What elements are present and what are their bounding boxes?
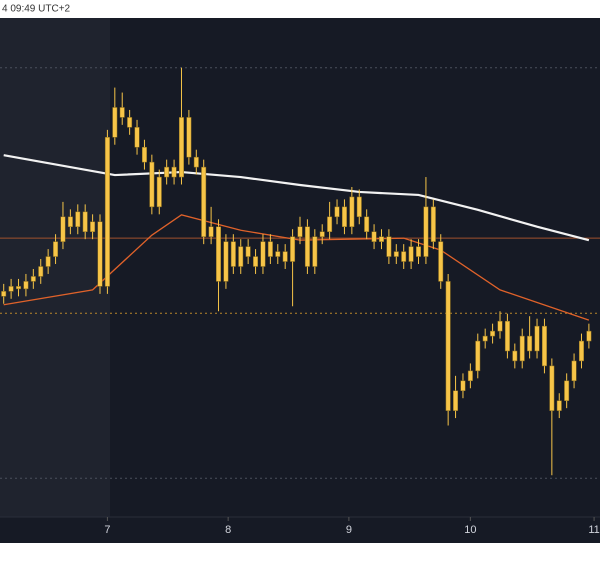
candle-body: [541, 325, 547, 367]
candle-body: [245, 246, 251, 257]
candle-body: [16, 286, 21, 290]
candle-body: [438, 241, 444, 282]
candle-body: [90, 221, 96, 232]
candle-body: [8, 286, 14, 292]
candle-body: [467, 370, 473, 382]
x-tick-label: 11: [588, 524, 599, 536]
candle-body: [445, 281, 451, 411]
candle-body: [386, 236, 392, 257]
candle-body: [430, 206, 436, 242]
candle-body: [408, 246, 414, 262]
header-bar: [0, 0, 600, 18]
candle-body: [1, 291, 7, 297]
candle-body: [519, 335, 525, 362]
candle-body: [104, 137, 110, 287]
candle-body: [75, 211, 81, 227]
candle-body: [319, 231, 325, 237]
candle-body: [579, 340, 584, 362]
candle-body: [364, 216, 370, 232]
candle-body: [164, 166, 170, 178]
candle-body: [297, 226, 303, 237]
candle-body: [586, 330, 592, 342]
candle-body: [127, 117, 133, 128]
candle-body: [171, 166, 177, 178]
candle-body: [341, 206, 347, 227]
candle-body: [216, 226, 221, 282]
candle-body: [571, 360, 577, 382]
candle-body: [512, 350, 518, 362]
candle-body: [275, 251, 281, 257]
candle-body: [23, 281, 29, 290]
candle-body: [304, 226, 310, 267]
candle-body: [223, 241, 229, 282]
candle-body: [482, 335, 488, 342]
header-text: 4 09:49 UTC+2: [2, 4, 71, 15]
candle-body: [60, 216, 66, 242]
candle-body: [327, 216, 333, 232]
candle-body: [230, 241, 236, 267]
candle-body: [416, 246, 421, 257]
candle-body: [97, 221, 103, 287]
candle-body: [45, 256, 51, 267]
candle-body: [112, 107, 118, 138]
candle-body: [423, 206, 429, 257]
candle-body: [497, 320, 503, 332]
candle-body: [208, 226, 214, 237]
candle-body: [504, 320, 510, 352]
candle-body: [193, 156, 199, 168]
candle-body: [453, 390, 459, 411]
candle-body: [253, 256, 259, 267]
session-shade: [0, 18, 110, 517]
candle-body: [460, 380, 466, 391]
candle-body: [290, 236, 296, 262]
candle-body: [349, 196, 355, 227]
candle-body: [379, 236, 384, 242]
candle-body: [38, 266, 44, 277]
candle-body: [334, 206, 340, 218]
candle-body: [475, 340, 481, 372]
x-tick-label: 7: [104, 524, 110, 536]
candle-body: [282, 251, 288, 262]
candle-body: [53, 241, 59, 257]
candle-body: [119, 107, 125, 118]
candle-body: [186, 117, 192, 158]
candle-body: [30, 276, 36, 282]
candle-body: [67, 216, 73, 227]
candle-body: [141, 146, 147, 163]
candle-body: [401, 251, 407, 262]
candle-body: [534, 325, 540, 352]
candle-body: [393, 251, 399, 257]
candle-body: [134, 127, 140, 148]
candle-body: [149, 161, 155, 208]
candle-body: [201, 166, 207, 237]
candle-body: [312, 236, 318, 267]
x-tick-label: 8: [225, 524, 231, 536]
candle-body: [527, 335, 533, 352]
candle-body: [267, 241, 273, 257]
candle-body: [371, 231, 377, 242]
candle-body: [549, 365, 555, 411]
candle-body: [156, 176, 162, 208]
candle-body: [82, 211, 88, 232]
candle-body: [490, 330, 496, 337]
moving-average: [3, 154, 590, 242]
candle-body: [556, 400, 562, 411]
x-tick-label: 10: [464, 524, 476, 536]
candle-body: [356, 196, 362, 218]
candle-body: [260, 241, 266, 267]
candle-body: [238, 246, 244, 267]
candle-body: [179, 117, 184, 178]
x-tick-label: 9: [346, 524, 352, 536]
candle-body: [564, 380, 570, 401]
